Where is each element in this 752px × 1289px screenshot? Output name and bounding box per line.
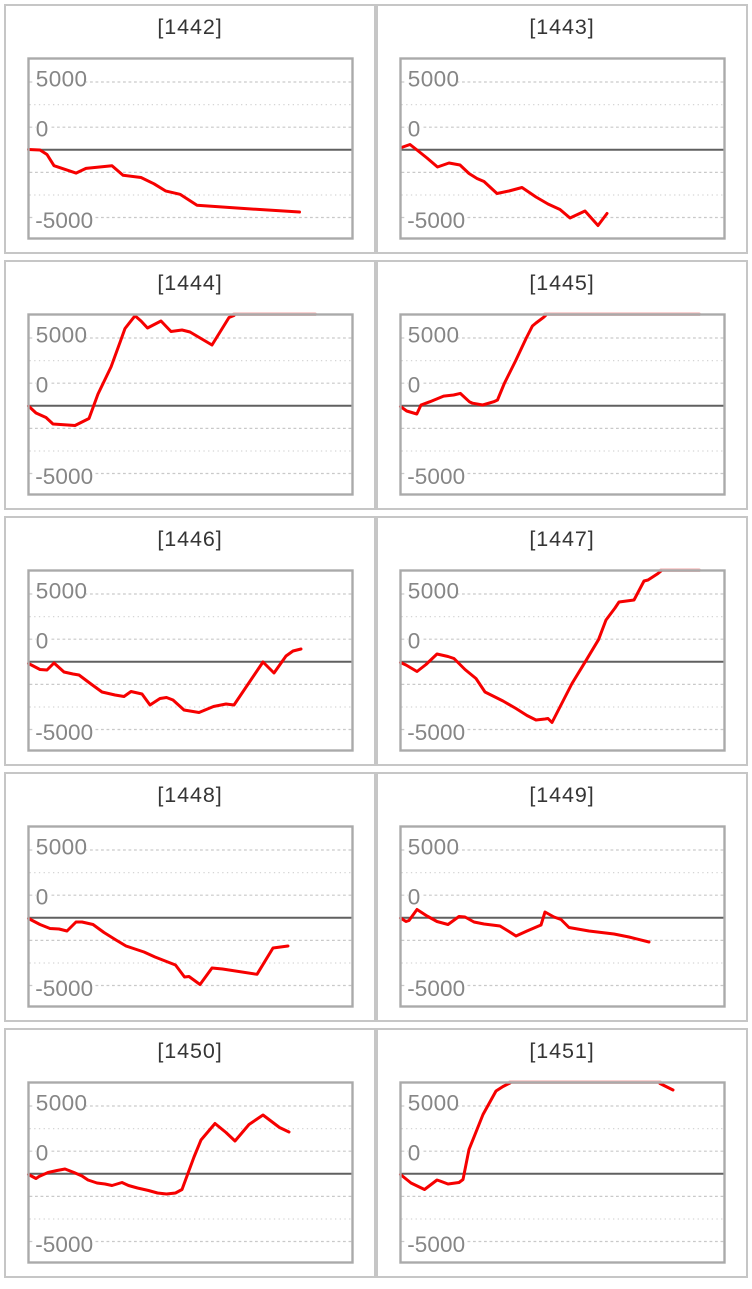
svg-text:0: 0 [408,372,421,397]
svg-text:-5000: -5000 [407,720,465,745]
svg-text:0: 0 [36,884,49,909]
svg-text:[1443]: [1443] [529,15,594,39]
svg-text:[1449]: [1449] [529,783,594,807]
svg-text:-5000: -5000 [407,464,465,489]
svg-text:-5000: -5000 [407,1232,465,1257]
svg-text:-5000: -5000 [35,208,93,233]
svg-text:5000: 5000 [408,835,460,860]
svg-text:5000: 5000 [36,1091,88,1116]
svg-text:-5000: -5000 [35,1232,93,1257]
svg-text:5000: 5000 [408,67,460,92]
svg-text:5000: 5000 [408,323,460,348]
svg-text:-5000: -5000 [35,976,93,1001]
svg-text:[1444]: [1444] [157,271,222,295]
svg-text:0: 0 [408,628,421,653]
svg-text:-5000: -5000 [407,208,465,233]
svg-text:[1448]: [1448] [157,783,222,807]
svg-text:[1445]: [1445] [529,271,594,295]
svg-text:0: 0 [408,884,421,909]
svg-text:5000: 5000 [36,835,88,860]
svg-text:5000: 5000 [36,323,88,348]
svg-text:5000: 5000 [408,579,460,604]
svg-text:[1451]: [1451] [529,1039,594,1063]
svg-text:0: 0 [408,116,421,141]
svg-text:-5000: -5000 [35,720,93,745]
svg-text:0: 0 [36,628,49,653]
svg-text:5000: 5000 [36,67,88,92]
svg-text:0: 0 [408,1140,421,1165]
svg-text:[1442]: [1442] [157,15,222,39]
svg-text:5000: 5000 [408,1091,460,1116]
svg-text:[1450]: [1450] [157,1039,222,1063]
svg-text:0: 0 [36,116,49,141]
svg-text:[1447]: [1447] [529,527,594,551]
svg-text:0: 0 [36,372,49,397]
svg-text:-5000: -5000 [35,464,93,489]
svg-text:0: 0 [36,1140,49,1165]
svg-text:-5000: -5000 [407,976,465,1001]
svg-text:5000: 5000 [36,579,88,604]
svg-text:[1446]: [1446] [157,527,222,551]
